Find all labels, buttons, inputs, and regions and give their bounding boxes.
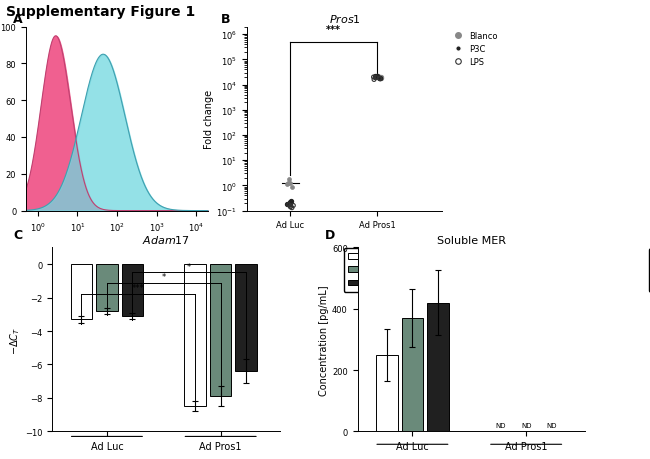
Bar [376,355,398,431]
Point [376,74,386,82]
Bar [122,264,143,316]
Point [375,75,385,82]
Point [370,73,380,80]
Bar [235,264,257,371]
Y-axis label: $-\Delta C_T$: $-\Delta C_T$ [8,325,22,354]
Bar [427,303,448,431]
Bar [96,264,118,311]
Point [285,204,296,211]
Bar [210,264,231,397]
Title: $\it{Pros1}$: $\it{Pros1}$ [328,13,361,25]
Point [285,180,295,188]
Point [373,73,384,81]
Point [375,76,385,83]
Point [285,200,295,207]
Legend: Blanco, P3C, LPS: Blanco, P3C, LPS [450,32,498,67]
Bar [71,264,92,319]
Point [374,75,385,83]
Point [287,205,297,212]
Text: B: B [221,13,231,26]
Point [283,202,294,209]
Point [285,201,295,208]
Point [285,203,296,210]
Point [372,73,383,80]
Point [281,181,292,189]
Point [287,184,297,191]
Bar [185,264,206,406]
Text: ND: ND [521,422,532,428]
Text: Supplementary Figure 1: Supplementary Figure 1 [6,5,196,18]
Point [370,74,380,82]
Legend: Blanco, P3C, LPS: Blanco, P3C, LPS [344,248,400,292]
Point [370,75,381,82]
Y-axis label: Concentration [pg/mL]: Concentration [pg/mL] [319,285,329,395]
Text: *: * [162,273,166,281]
Point [375,75,385,83]
Text: C: C [13,229,22,242]
Text: A: A [13,13,23,26]
Text: ND: ND [547,422,557,428]
Point [285,199,295,206]
Point [369,74,379,82]
Text: *: * [187,262,191,271]
Y-axis label: Fold change: Fold change [203,90,214,149]
Point [281,201,292,208]
Text: ND: ND [495,422,506,428]
Point [288,202,298,210]
Point [374,75,385,83]
Legend: Blanco, P3C, LPS: Blanco, P3C, LPS [649,248,650,292]
Bar [402,318,423,431]
Point [285,197,296,205]
Text: ***: *** [326,25,341,35]
Point [372,73,382,81]
Point [374,75,384,82]
Point [283,176,294,183]
Point [369,77,379,84]
Title: $\it{Adam17}$: $\it{Adam17}$ [142,234,190,246]
Text: D: D [325,229,335,242]
Text: ***: *** [132,284,145,292]
Point [283,179,293,187]
Title: Soluble MER: Soluble MER [437,236,506,246]
